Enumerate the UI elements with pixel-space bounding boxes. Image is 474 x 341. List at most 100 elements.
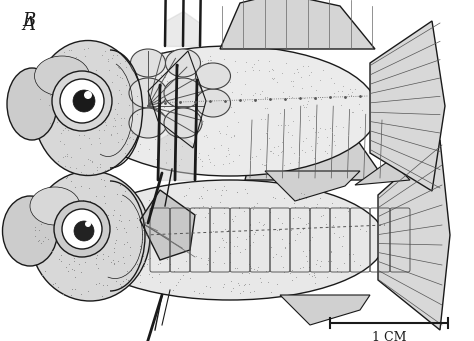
Point	[254, 201, 261, 206]
Point	[95, 110, 102, 115]
Point	[211, 248, 219, 253]
Point	[293, 66, 301, 72]
Point	[92, 281, 100, 286]
Point	[70, 197, 77, 202]
Point	[294, 69, 302, 75]
Circle shape	[54, 201, 110, 257]
Point	[262, 94, 269, 100]
Point	[228, 90, 236, 95]
Point	[170, 268, 177, 274]
Point	[312, 262, 319, 267]
Point	[143, 262, 151, 267]
Point	[114, 72, 121, 78]
Point	[215, 65, 223, 71]
Point	[70, 92, 78, 97]
Point	[125, 187, 132, 192]
Circle shape	[52, 71, 112, 131]
Point	[241, 69, 249, 74]
Point	[305, 221, 312, 226]
Point	[188, 216, 196, 221]
Point	[288, 267, 296, 273]
Point	[157, 204, 165, 209]
Point	[150, 245, 157, 250]
Point	[230, 110, 238, 115]
Point	[300, 203, 308, 209]
Point	[171, 139, 179, 144]
Point	[286, 270, 293, 276]
Point	[328, 250, 335, 255]
Ellipse shape	[35, 56, 90, 96]
Point	[224, 124, 231, 129]
Point	[225, 227, 232, 233]
Point	[72, 165, 80, 170]
Point	[95, 214, 102, 220]
Point	[198, 121, 206, 127]
Point	[157, 191, 165, 196]
Point	[93, 256, 100, 261]
Point	[246, 222, 254, 228]
Point	[128, 96, 136, 102]
Point	[194, 154, 201, 159]
Point	[103, 282, 111, 287]
Point	[228, 288, 235, 294]
Point	[65, 218, 73, 223]
Point	[256, 146, 264, 151]
Point	[182, 213, 190, 219]
Point	[92, 262, 100, 267]
Point	[281, 196, 288, 201]
Point	[62, 125, 69, 130]
Point	[113, 236, 121, 241]
Text: B: B	[22, 12, 35, 30]
Ellipse shape	[130, 49, 165, 77]
Point	[67, 202, 75, 207]
Point	[89, 170, 96, 175]
Point	[38, 202, 46, 207]
Point	[188, 218, 195, 223]
Point	[264, 279, 272, 284]
Point	[236, 204, 243, 210]
Point	[155, 232, 163, 237]
Point	[204, 210, 211, 215]
Point	[312, 204, 320, 209]
Point	[178, 121, 186, 127]
Point	[305, 271, 312, 277]
Point	[250, 267, 258, 272]
Point	[133, 267, 141, 272]
Point	[62, 175, 70, 181]
Point	[195, 196, 203, 201]
Point	[70, 230, 77, 236]
Point	[81, 259, 89, 264]
Point	[162, 197, 169, 203]
Point	[329, 223, 337, 228]
Point	[317, 195, 324, 201]
Point	[255, 57, 262, 63]
Point	[106, 88, 114, 94]
Point	[164, 107, 172, 112]
Point	[182, 55, 189, 60]
Point	[103, 259, 111, 265]
Point	[316, 264, 323, 269]
Point	[173, 83, 181, 89]
Point	[156, 279, 164, 284]
Point	[248, 154, 255, 160]
Point	[111, 122, 118, 127]
Point	[64, 246, 71, 251]
Point	[206, 285, 213, 290]
Point	[195, 205, 203, 211]
Point	[71, 184, 78, 190]
Point	[157, 78, 165, 84]
Point	[198, 159, 206, 164]
Point	[220, 205, 228, 210]
Point	[354, 223, 361, 229]
Point	[103, 85, 110, 90]
Point	[186, 92, 194, 98]
Point	[300, 95, 308, 101]
Ellipse shape	[165, 49, 201, 77]
Point	[76, 145, 84, 151]
Point	[71, 258, 78, 264]
Point	[315, 129, 322, 134]
Point	[312, 103, 320, 109]
Point	[234, 189, 241, 194]
Point	[199, 184, 206, 190]
Point	[120, 251, 128, 256]
